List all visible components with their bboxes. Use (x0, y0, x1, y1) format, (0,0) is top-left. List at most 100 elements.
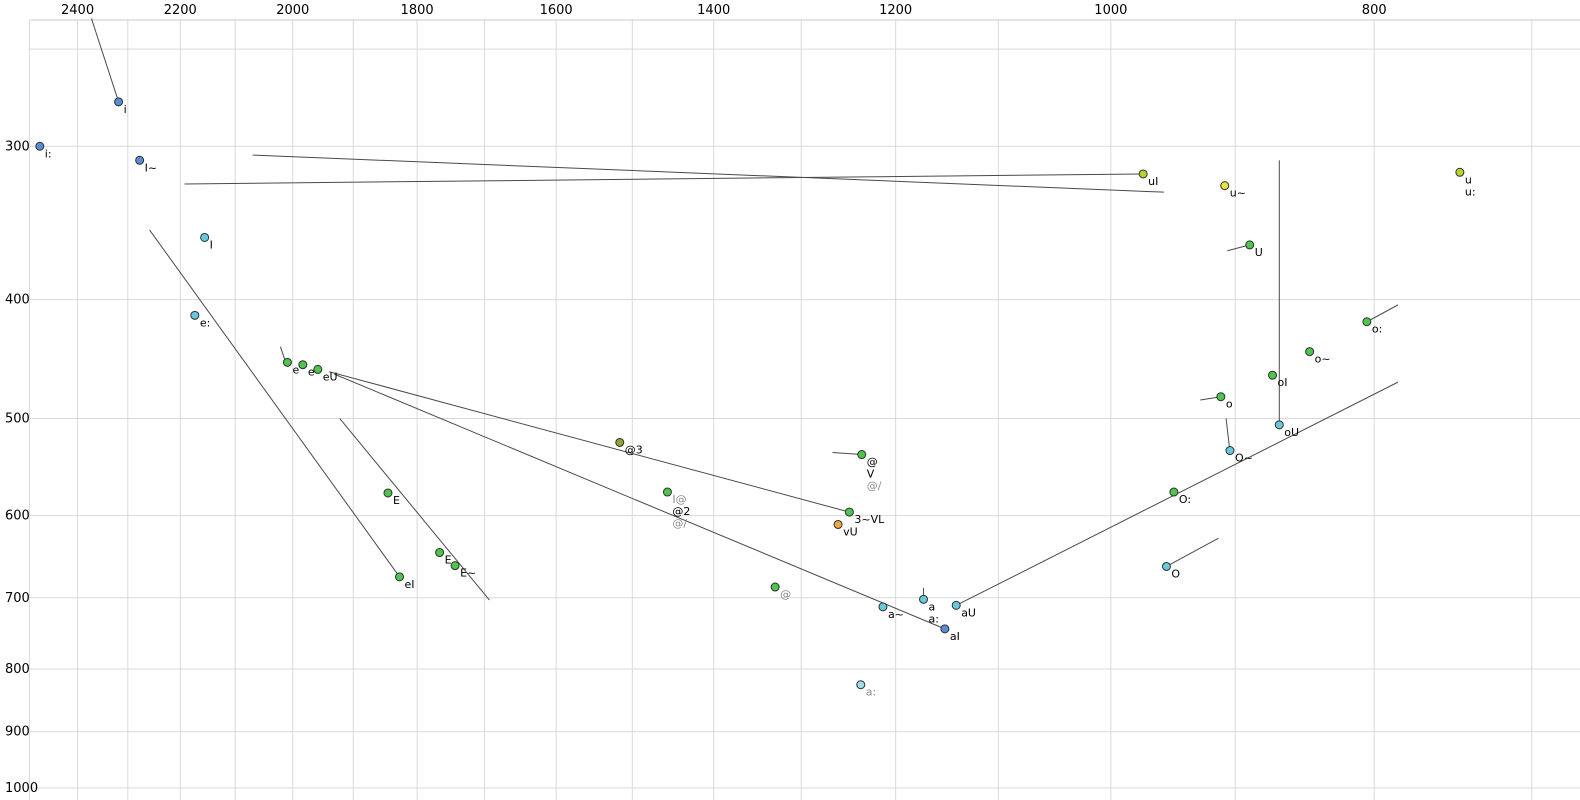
vowel-label: eI (405, 578, 415, 591)
y-tick-label: 700 (5, 591, 30, 606)
vowel-label: a: (929, 612, 939, 625)
x-tick-label: 1200 (879, 3, 912, 18)
vowel-label: i (124, 103, 127, 116)
y-tick-label: 1000 (5, 781, 38, 796)
y-tick-label: 900 (5, 725, 30, 740)
y-tick-label: 600 (5, 509, 30, 524)
vowel-label: u~ (1230, 187, 1246, 200)
vowel-point (1268, 370, 1278, 380)
vowel-label: E (445, 554, 452, 567)
vowel-point (878, 602, 888, 612)
vowel-point (844, 507, 854, 517)
vowel-label: I (210, 238, 213, 251)
vowel-label: E (393, 494, 400, 507)
vowel-point (383, 488, 393, 498)
vowel-point (114, 97, 124, 107)
y-tick-label: 400 (5, 293, 30, 308)
vowel-point (919, 594, 929, 604)
x-tick-label: 1600 (540, 3, 573, 18)
vowel-point (1220, 181, 1230, 191)
vowel-label: e (308, 366, 315, 379)
vowel-point (770, 582, 780, 592)
vowel-label: @3 (625, 443, 643, 456)
vowel-point (313, 364, 323, 374)
x-tick-label: 2200 (164, 3, 197, 18)
vowel-point (1455, 167, 1465, 177)
vowel-label: o: (1372, 323, 1382, 336)
vowel-point (200, 232, 210, 242)
y-tick-label: 300 (5, 139, 30, 154)
y-tick-label: 800 (5, 662, 30, 677)
vowel-point (1216, 392, 1226, 402)
vowel-point (135, 155, 145, 165)
x-tick-label: 2400 (61, 3, 94, 18)
trajectory-line (149, 229, 400, 578)
vowel-label: vU (843, 525, 858, 538)
vowel-point (856, 680, 866, 690)
trajectory-line (1225, 418, 1231, 452)
vowel-point (35, 141, 45, 151)
x-tick-label: 800 (1362, 3, 1387, 18)
x-tick-label: 1000 (1094, 3, 1127, 18)
vowel-label: a~ (888, 608, 904, 621)
vowel-point (833, 519, 843, 529)
vowel-label: I@ (672, 493, 686, 506)
vowel-point (1362, 317, 1372, 327)
trajectory-line (1166, 537, 1219, 567)
trajectory-line (333, 373, 946, 630)
x-tick-label: 1800 (401, 3, 434, 18)
vowel-label: oI (1278, 376, 1288, 389)
vowel-label: E~ (460, 567, 476, 580)
trajectory-line (339, 418, 490, 601)
trajectory-line (1366, 304, 1399, 323)
vowel-label: @ (867, 456, 878, 469)
vowel-label: a: (866, 686, 876, 699)
vowel-label: I~ (145, 161, 157, 174)
vowel-point (1274, 420, 1284, 430)
vowel-point (615, 437, 625, 447)
trajectory-line (832, 452, 862, 456)
vowel-label: @/ (672, 517, 687, 530)
vowel-label: o~ (1315, 353, 1331, 366)
vowel-label: eU (323, 370, 338, 383)
vowel-point (395, 572, 405, 582)
vowel-label: V (867, 468, 875, 481)
vowel-point (1138, 169, 1148, 179)
vowel-label: O (1171, 567, 1180, 580)
y-tick-label: 500 (5, 411, 30, 426)
trajectory-line (90, 18, 120, 102)
vowel-point (1161, 561, 1171, 571)
vowel-label: a (929, 600, 936, 613)
vowel-point (450, 561, 460, 571)
vowel-point (1305, 347, 1315, 357)
vowel-label: @/ (867, 480, 882, 493)
x-tick-label: 2000 (276, 3, 309, 18)
vowel-label: @2 (672, 505, 690, 518)
vowel-label: u (1465, 173, 1472, 186)
vowel-label: e: (200, 316, 210, 329)
vowel-label: O: (1179, 493, 1191, 506)
vowel-label: o (1226, 398, 1233, 411)
vowel-label: i: (45, 147, 52, 160)
vowel-point (1169, 487, 1179, 497)
vowel-point (1225, 446, 1235, 456)
vowel-label: u: (1465, 185, 1476, 198)
vowel-label: 3~VL (854, 513, 885, 526)
vowel-point (857, 450, 867, 460)
trajectory-line (329, 371, 850, 513)
x-tick-label: 1400 (697, 3, 730, 18)
vowel-point (298, 360, 308, 370)
vowel-label: U (1255, 246, 1263, 259)
vowel-point (282, 357, 292, 367)
vowel-label: uI (1148, 175, 1158, 188)
vowel-point (662, 487, 672, 497)
vowel-point (1245, 240, 1255, 250)
vowel-label: aI (950, 630, 960, 643)
vowel-point (951, 600, 961, 610)
vowel-point (435, 548, 445, 558)
vowel-label: O~ (1235, 452, 1253, 465)
trajectory-line (184, 173, 1144, 185)
vowel-label: oU (1284, 426, 1299, 439)
